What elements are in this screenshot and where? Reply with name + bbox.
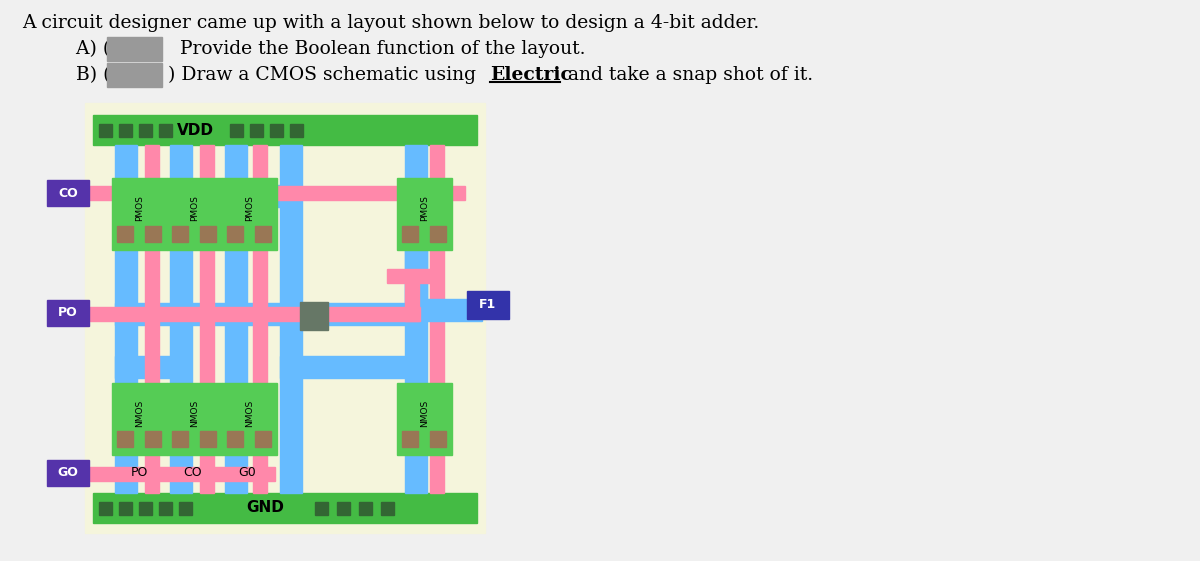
Bar bbox=[402, 431, 418, 447]
Text: B) (: B) ( bbox=[52, 66, 110, 84]
Bar bbox=[80, 467, 275, 481]
Text: GND: GND bbox=[246, 500, 284, 516]
Bar bbox=[107, 37, 162, 61]
Bar bbox=[179, 502, 192, 515]
Bar bbox=[200, 145, 214, 493]
Bar bbox=[47, 180, 89, 206]
Text: Electric: Electric bbox=[490, 66, 572, 84]
Text: A circuit designer came up with a layout shown below to design a 4-bit adder.: A circuit designer came up with a layout… bbox=[22, 14, 760, 32]
Bar bbox=[359, 502, 372, 515]
Bar bbox=[222, 383, 277, 455]
Bar bbox=[98, 124, 112, 137]
Text: G0: G0 bbox=[238, 467, 256, 480]
Text: F1: F1 bbox=[479, 298, 497, 311]
Bar bbox=[280, 145, 302, 493]
Bar bbox=[80, 186, 466, 200]
Bar bbox=[406, 279, 419, 321]
Bar bbox=[115, 356, 170, 378]
Bar bbox=[427, 299, 482, 321]
Bar bbox=[145, 145, 158, 493]
Bar bbox=[227, 226, 242, 242]
Bar bbox=[226, 145, 247, 493]
Bar bbox=[253, 145, 266, 493]
Bar bbox=[397, 383, 452, 455]
Bar bbox=[158, 124, 172, 137]
Text: Provide the Boolean function of the layout.: Provide the Boolean function of the layo… bbox=[168, 40, 586, 58]
Bar bbox=[112, 178, 167, 250]
Bar bbox=[270, 124, 283, 137]
Text: A) (: A) ( bbox=[52, 40, 110, 58]
Bar bbox=[167, 383, 222, 455]
Bar bbox=[139, 502, 152, 515]
Bar bbox=[406, 145, 427, 493]
Bar bbox=[167, 178, 222, 250]
Bar bbox=[337, 502, 350, 515]
Bar bbox=[119, 502, 132, 515]
Bar bbox=[314, 502, 328, 515]
Bar bbox=[290, 124, 302, 137]
Text: VDD: VDD bbox=[176, 122, 214, 137]
Text: PMOS: PMOS bbox=[246, 195, 254, 221]
Bar bbox=[98, 502, 112, 515]
Bar bbox=[200, 431, 216, 447]
Bar bbox=[467, 291, 509, 319]
Bar bbox=[200, 226, 216, 242]
Bar bbox=[222, 178, 277, 250]
Bar bbox=[430, 145, 444, 493]
Text: GO: GO bbox=[58, 467, 78, 480]
Bar bbox=[256, 431, 271, 447]
Bar bbox=[47, 460, 89, 486]
Bar bbox=[118, 226, 133, 242]
Bar bbox=[80, 307, 420, 321]
Bar bbox=[94, 115, 478, 145]
Bar bbox=[158, 502, 172, 515]
Text: and take a snap shot of it.: and take a snap shot of it. bbox=[562, 66, 814, 84]
Bar bbox=[94, 493, 478, 523]
Bar bbox=[250, 124, 263, 137]
Text: ) Draw a CMOS schematic using: ) Draw a CMOS schematic using bbox=[168, 66, 482, 84]
Bar bbox=[430, 431, 446, 447]
Bar bbox=[406, 235, 427, 305]
Text: CO: CO bbox=[58, 186, 78, 200]
Bar bbox=[230, 124, 242, 137]
Bar bbox=[115, 303, 407, 325]
Bar bbox=[107, 63, 162, 87]
Bar bbox=[145, 431, 161, 447]
Bar bbox=[382, 502, 394, 515]
Text: NMOS: NMOS bbox=[420, 399, 430, 426]
Bar bbox=[172, 431, 188, 447]
Bar bbox=[397, 178, 452, 250]
Bar bbox=[47, 300, 89, 326]
Bar bbox=[139, 124, 152, 137]
Bar bbox=[256, 226, 271, 242]
Bar bbox=[118, 431, 133, 447]
Text: PMOS: PMOS bbox=[420, 195, 430, 221]
Text: PO: PO bbox=[58, 306, 78, 320]
Bar bbox=[227, 431, 242, 447]
Text: PO: PO bbox=[131, 467, 148, 480]
Text: NMOS: NMOS bbox=[136, 399, 144, 426]
Bar bbox=[112, 383, 167, 455]
Text: NMOS: NMOS bbox=[191, 399, 199, 426]
Text: PMOS: PMOS bbox=[191, 195, 199, 221]
Bar bbox=[386, 269, 437, 283]
Bar bbox=[172, 226, 188, 242]
Bar bbox=[430, 226, 446, 242]
Text: NMOS: NMOS bbox=[246, 399, 254, 426]
Bar bbox=[85, 103, 485, 533]
Bar bbox=[280, 356, 425, 378]
Bar bbox=[402, 226, 418, 242]
Text: CO: CO bbox=[184, 467, 203, 480]
Bar bbox=[119, 124, 132, 137]
Bar bbox=[115, 185, 300, 207]
Bar bbox=[300, 302, 328, 330]
Text: PMOS: PMOS bbox=[136, 195, 144, 221]
Bar bbox=[115, 145, 137, 493]
Bar bbox=[145, 226, 161, 242]
Bar bbox=[170, 145, 192, 493]
